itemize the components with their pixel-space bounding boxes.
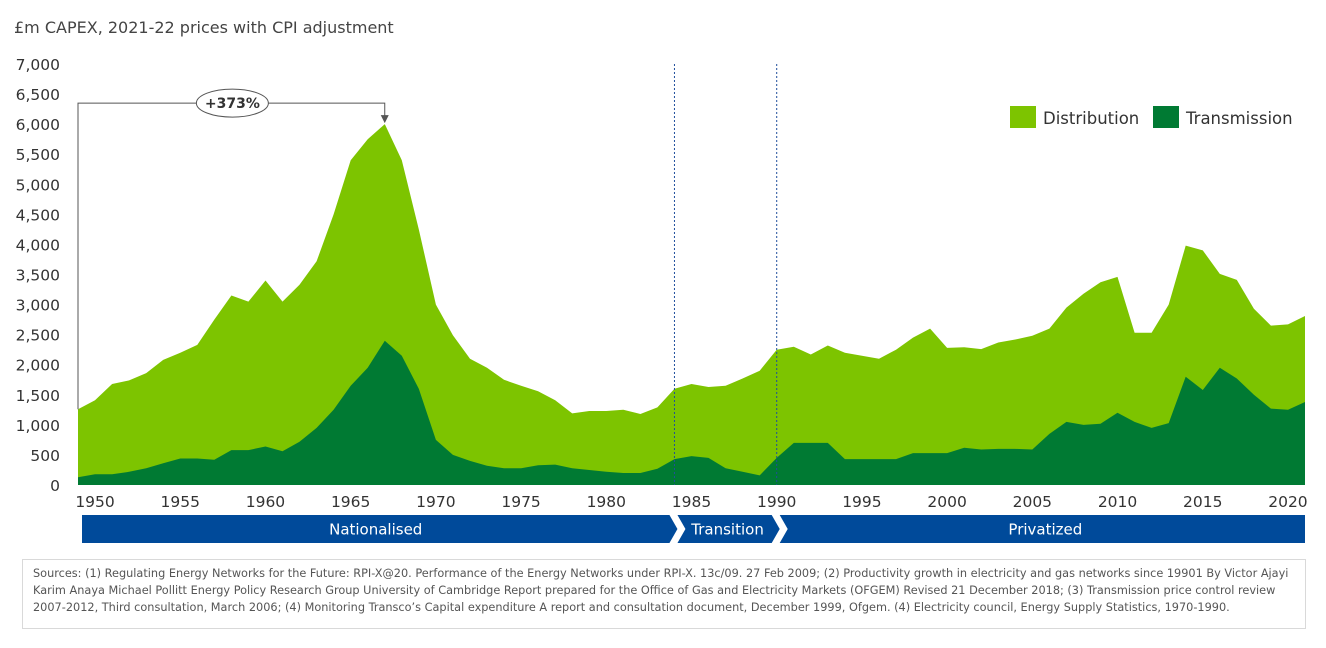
x-tick-label: 1990 [757,493,796,511]
y-axis: 0 500 1,000 1,500 2,000 2,500 3,000 3,500 4,000 4… [16,56,60,495]
x-tick-label: 1955 [161,493,200,511]
y-tick-label: 4,000 [16,236,60,254]
x-axis: 1950 1955 1960 1965 1970 1975 1980 1985 1990 1995… [75,493,1307,511]
x-tick-label: 1965 [331,493,370,511]
period-band [82,515,678,543]
y-tick-label: 5,000 [16,176,60,194]
y-tick-label: 2,000 [16,357,60,375]
x-tick-label: 2000 [927,493,966,511]
x-tick-label: 2005 [1013,493,1052,511]
x-tick-label: 1995 [842,493,881,511]
period-label: Nationalised [329,521,422,539]
y-tick-label: 3,500 [16,267,60,285]
legend-swatch [1010,106,1036,128]
capex-chart: £m CAPEX, 2021-22 prices with CPI adjust… [14,18,1308,543]
period-label: Transition [690,521,764,539]
x-tick-label: 1975 [501,493,540,511]
growth-label: +373% [205,96,260,112]
legend-label: Distribution [1043,109,1139,128]
y-tick-label: 2,500 [16,327,60,345]
x-tick-label: 1985 [672,493,711,511]
y-tick-label: 1,500 [16,387,60,405]
growth-annotation: +373% [77,88,389,410]
legend: Distribution Transmission [1010,106,1293,128]
x-tick-label: 1980 [587,493,626,511]
period-bands: Nationalised Transition Privatized [82,515,1305,543]
y-tick-label: 6,500 [16,86,60,104]
period-band [677,515,780,543]
period-label: Privatized [1008,521,1082,539]
plot-areas [78,124,1305,485]
transmission-area [78,340,1305,485]
y-tick-label: 6,000 [16,116,60,134]
y-tick-label: 3,000 [16,297,60,315]
sources-note: Sources: (1) Regulating Energy Networks … [22,559,1306,629]
legend-label: Transmission [1185,109,1293,128]
y-tick-label: 0 [50,477,60,495]
x-tick-label: 1950 [75,493,114,511]
y-tick-label: 1,000 [16,417,60,435]
x-tick-label: 1970 [416,493,455,511]
chart-title: £m CAPEX, 2021-22 prices with CPI adjust… [14,18,394,37]
growth-badge [195,88,269,118]
y-tick-label: 4,500 [16,206,60,224]
x-tick-label: 2010 [1098,493,1137,511]
x-tick-label: 2020 [1268,493,1307,511]
legend-swatch [1153,106,1179,128]
period-band [779,515,1305,543]
y-tick-label: 500 [30,447,60,465]
growth-arrow [380,115,389,124]
x-tick-label: 2015 [1183,493,1222,511]
y-tick-label: 7,000 [16,56,60,74]
x-tick-label: 1960 [246,493,285,511]
y-tick-label: 5,500 [16,146,60,164]
